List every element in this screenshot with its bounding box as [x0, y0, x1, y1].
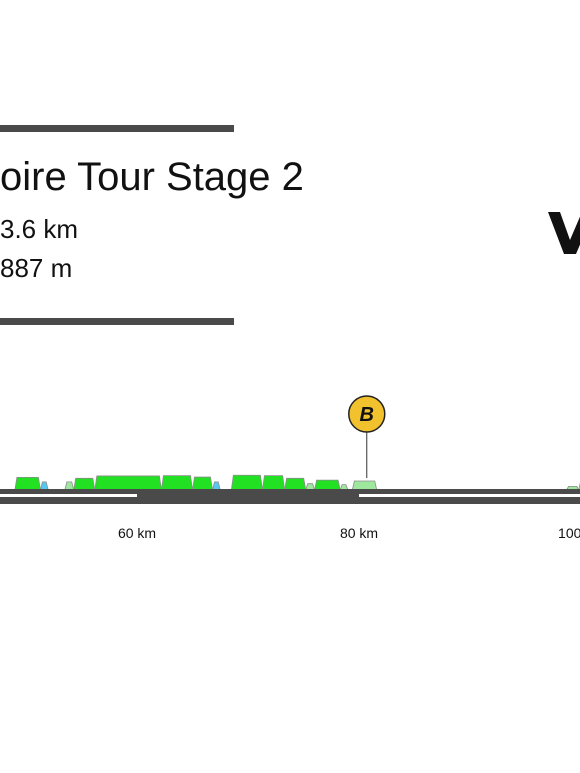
terrain-layer [14, 474, 580, 491]
stage-elevation-gain: 887 m [0, 253, 73, 283]
stage-distance: 3.6 km [0, 214, 79, 244]
header-bottom-bar [0, 318, 234, 325]
marker-label: B [360, 404, 374, 426]
terrain-segment [160, 475, 193, 491]
stage-profile-chart: 60 km 80 km 100 km B [0, 395, 580, 541]
terrain-segment [94, 475, 162, 491]
terrain-segment [351, 480, 378, 491]
road-center-gap [137, 493, 359, 498]
x-tick-label: 60 km [118, 525, 156, 541]
marker-layer: B [348, 395, 386, 478]
x-tick-label: 100 km [558, 525, 580, 541]
header-top-bar [0, 125, 234, 132]
terrain-segment [73, 477, 96, 491]
terrain-segment [314, 479, 341, 491]
terrain-segment [261, 475, 286, 491]
x-tick-label: 80 km [340, 525, 378, 541]
tick-layer: 60 km 80 km 100 km [118, 525, 580, 541]
terrain-segment [284, 477, 307, 491]
stage-title: oire Tour Stage 2 [0, 155, 304, 199]
road-layer [0, 489, 580, 504]
terrain-segment [192, 476, 213, 491]
terrain-segment [14, 477, 41, 491]
terrain-segment [230, 474, 263, 491]
terrain-segment [64, 481, 75, 491]
sprint-marker-icon [348, 395, 386, 433]
terrain-segment [39, 481, 49, 491]
brand-logo-icon [548, 206, 580, 258]
terrain-segment [211, 481, 221, 491]
